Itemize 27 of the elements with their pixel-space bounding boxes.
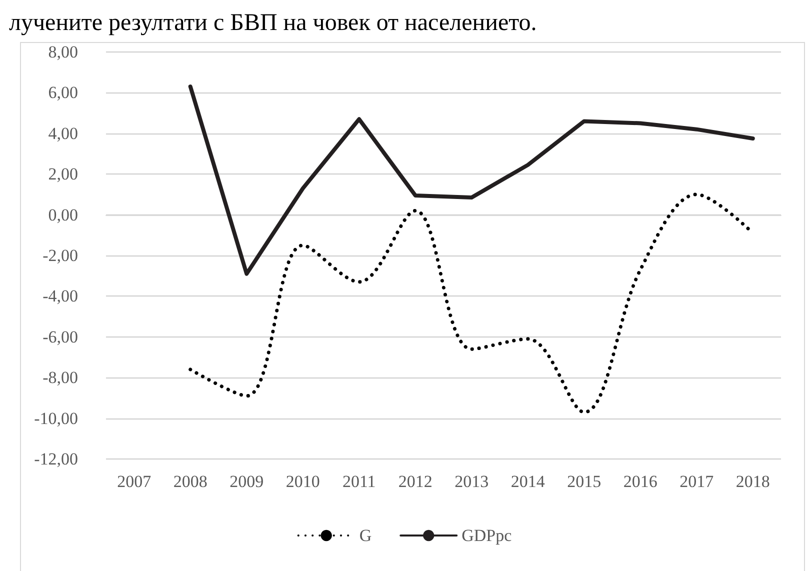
y-tick-label: 2,00	[48, 164, 78, 184]
y-tick-label: 0,00	[48, 205, 78, 224]
line-series	[188, 84, 755, 276]
x-tick-label: 2011	[342, 472, 376, 491]
y-tick-label: -6,00	[42, 327, 78, 346]
y-tick-label: -8,00	[42, 368, 78, 388]
x-tick-label: 2018	[736, 472, 770, 491]
x-tick-label: 2017	[680, 472, 714, 491]
y-tick-label: 4,00	[48, 124, 78, 143]
y-tick-label: 8,00	[48, 42, 78, 62]
x-tick-label: 2016	[623, 472, 658, 491]
y-tick-label: -4,00	[42, 286, 78, 306]
legend-label: G	[359, 526, 372, 545]
x-tick-label: 2014	[510, 472, 546, 491]
x-tick-label: 2012	[398, 472, 432, 491]
x-tick-label: 2007	[117, 472, 152, 491]
y-tick-label: -12,00	[34, 450, 78, 468]
x-tick-label: 2010	[286, 472, 320, 491]
legend-label: GDPpc	[462, 526, 512, 545]
y-tick-label: 6,00	[48, 83, 78, 102]
y-tick-label: -2,00	[42, 246, 78, 265]
y-tick-label: -10,00	[34, 408, 78, 428]
x-tick-label: 2008	[173, 472, 208, 491]
x-tick-label: 2013	[454, 472, 489, 491]
x-tick-label: 2015	[567, 472, 602, 491]
x-tick-label: 2009	[230, 472, 264, 491]
text: лучените резултати с БВП на човек от населението.	[9, 10, 537, 36]
